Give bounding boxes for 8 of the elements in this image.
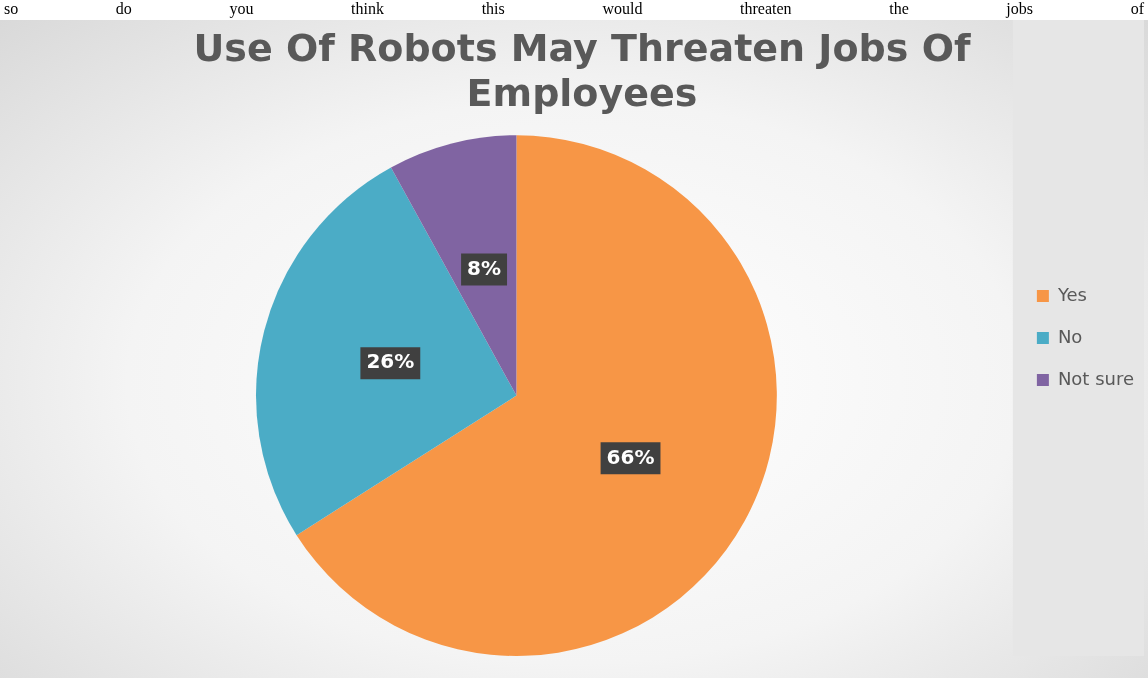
data-label: 8% <box>467 255 502 280</box>
legend-label: Not sure <box>1057 367 1134 389</box>
chart-title: Use Of Robots May Threaten Jobs Of Employees <box>193 25 971 116</box>
legend-label: No <box>1057 325 1083 347</box>
text: so do you think this would threaten the jobs of <box>4 0 1144 17</box>
data-label: 66% <box>606 444 655 469</box>
legend-label: Yes <box>1056 283 1087 305</box>
data-label: 26% <box>366 349 415 374</box>
